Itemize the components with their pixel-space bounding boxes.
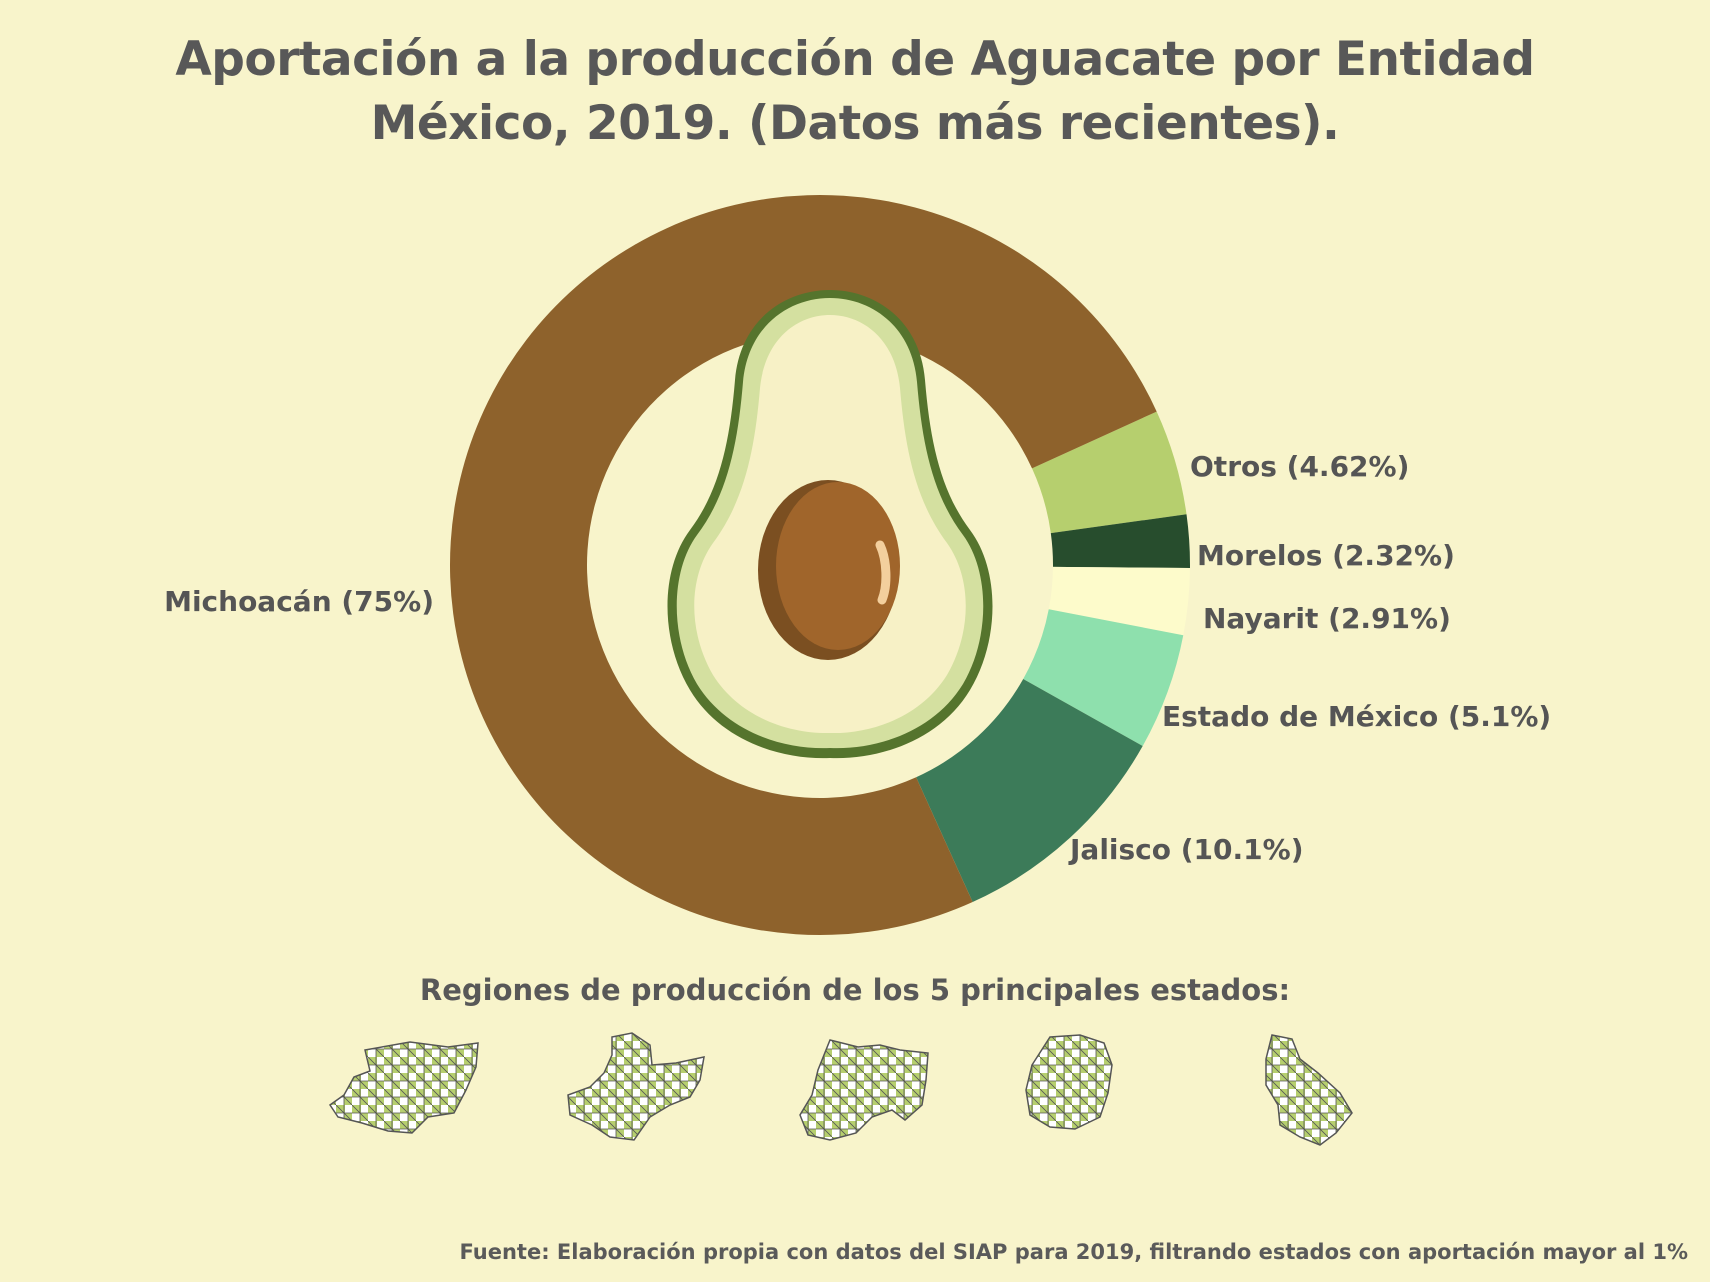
slice-estado-de-m-xico xyxy=(1023,609,1184,747)
donut-slices xyxy=(450,195,1190,936)
michoacan-map-icon xyxy=(328,1041,479,1134)
morelos-map-icon xyxy=(1265,1034,1353,1146)
estado-de-mexico-map-icon xyxy=(799,1039,929,1141)
source-note: Fuente: Elaboración propia con datos del… xyxy=(459,1240,1688,1264)
slice-otros xyxy=(1032,411,1187,534)
slice-michoac-n xyxy=(450,195,1157,936)
slice-jalisco xyxy=(916,679,1143,903)
chart-title: Aportación a la producción de Aguacate p… xyxy=(0,28,1710,156)
slice-morelos xyxy=(1050,514,1190,569)
regions-title: Regiones de producción de los 5 principa… xyxy=(419,973,1291,1007)
slice-label-michoac-n: Michoacán (75%) xyxy=(164,585,434,618)
region-maps xyxy=(328,1032,1353,1146)
title-line-2: México, 2019. (Datos más recientes). xyxy=(370,96,1340,151)
slice-nayarit xyxy=(1048,566,1190,636)
avocado-icon xyxy=(667,290,993,759)
slice-labels: Otros (4.62%) Morelos (2.32%) Nayarit (2.9… xyxy=(164,450,1551,866)
nayarit-map-icon xyxy=(1025,1034,1113,1130)
slice-label-estado-de-m-xico: Estado de México (5.1%) xyxy=(1162,700,1551,733)
jalisco-map-icon xyxy=(567,1032,705,1141)
slice-label-nayarit: Nayarit (2.91%) xyxy=(1203,602,1451,635)
slice-label-morelos: Morelos (2.32%) xyxy=(1197,539,1455,572)
title-line-1: Aportación a la producción de Aguacate p… xyxy=(175,32,1535,87)
slice-label-jalisco: Jalisco (10.1%) xyxy=(1068,833,1304,866)
slice-label-otros: Otros (4.62%) xyxy=(1190,450,1409,483)
